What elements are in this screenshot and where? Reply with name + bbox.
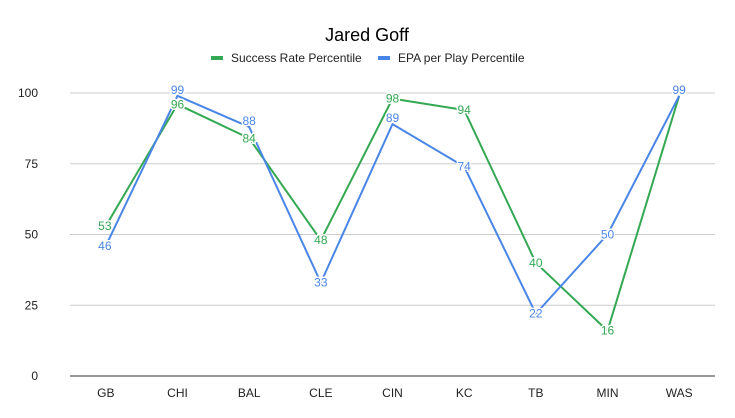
legend-swatch — [211, 56, 223, 60]
data-label-halo: 50 — [601, 228, 615, 242]
x-tick-label: CIN — [382, 386, 403, 400]
data-label-halo: 40 — [529, 256, 543, 270]
x-tick-label: TB — [528, 386, 543, 400]
y-axis: 0 25 50 75 100 — [18, 86, 38, 383]
series-line-success-rate[interactable] — [104, 95, 681, 332]
data-label-halo: 84 — [242, 131, 256, 145]
gridlines — [70, 92, 715, 377]
data-label-halo: 96 — [171, 97, 185, 111]
legend: Success Rate Percentile EPA per Play Perc… — [211, 51, 525, 65]
data-label: 50 — [601, 228, 615, 242]
data-label: 53 — [98, 219, 112, 233]
legend-label[interactable]: EPA per Play Percentile — [398, 51, 525, 65]
data-label-halo: 89 — [386, 111, 400, 125]
series-lines — [104, 94, 681, 332]
x-tick-label: WAS — [666, 386, 693, 400]
data-label-halo: 88 — [242, 114, 256, 128]
x-tick-label: BAL — [238, 386, 261, 400]
data-label: 74 — [457, 160, 471, 174]
legend-swatch — [378, 56, 390, 60]
data-label: 48 — [314, 233, 328, 247]
y-tick-label: 100 — [18, 86, 38, 100]
y-tick-label: 25 — [25, 298, 39, 312]
y-tick-label: 50 — [25, 228, 39, 242]
data-label: 89 — [386, 111, 400, 125]
data-label-halo: 46 — [98, 239, 112, 253]
data-label: 40 — [529, 256, 543, 270]
x-tick-label: CLE — [309, 386, 332, 400]
data-label-halo: 99 — [171, 83, 185, 97]
data-label: 98 — [386, 92, 400, 106]
y-tick-label: 75 — [25, 157, 39, 171]
data-label: 88 — [242, 114, 256, 128]
data-label-halo: 48 — [314, 233, 328, 247]
data-label-halo: 74 — [457, 160, 471, 174]
x-tick-label: KC — [456, 386, 473, 400]
x-tick-label: MIN — [597, 386, 619, 400]
data-label-halo: 16 — [601, 324, 615, 338]
x-axis: GB CHI BAL CLE CIN KC TB MIN WAS — [97, 386, 692, 400]
data-label: 94 — [457, 103, 471, 117]
y-tick-label: 0 — [31, 369, 38, 383]
data-label: 96 — [171, 97, 185, 111]
data-label-halo: 99 — [672, 83, 686, 97]
data-label: 84 — [242, 131, 256, 145]
legend-label[interactable]: Success Rate Percentile — [231, 51, 362, 65]
x-tick-label: GB — [97, 386, 114, 400]
data-label-halo: 22 — [529, 307, 543, 321]
data-label-halo: 53 — [98, 219, 112, 233]
data-label: 33 — [314, 276, 328, 290]
data-label-halo: 33 — [314, 276, 328, 290]
series-line-epa-per-play[interactable] — [104, 94, 681, 315]
chart-title: Jared Goff — [325, 25, 410, 45]
data-label: 46 — [98, 239, 112, 253]
data-labels: 5353969684844848989894944040161646469999… — [97, 81, 688, 339]
data-label-halo: 94 — [457, 103, 471, 117]
data-label: 22 — [529, 307, 543, 321]
data-label: 99 — [171, 83, 185, 97]
data-label: 16 — [601, 324, 615, 338]
x-tick-label: CHI — [167, 386, 188, 400]
data-label-halo: 98 — [386, 92, 400, 106]
data-label: 99 — [672, 83, 686, 97]
